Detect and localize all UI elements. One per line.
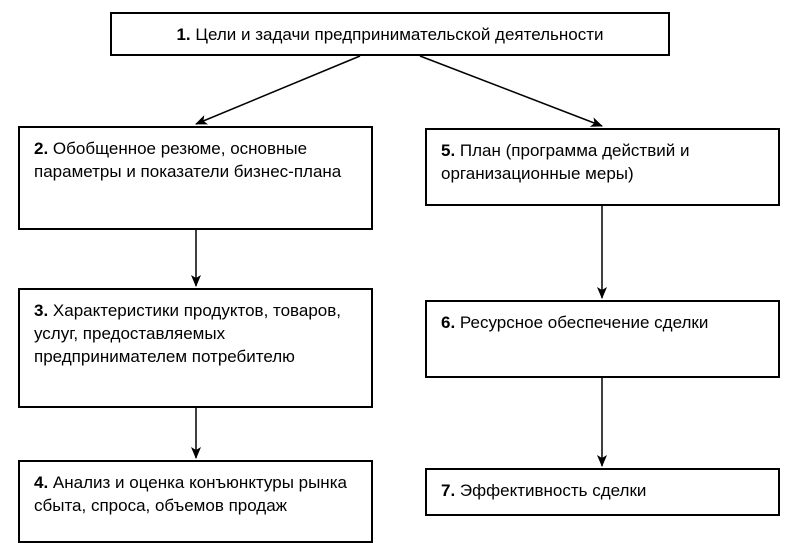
flowchart-node-2: 2. Обобщенное резюме, основные параметры…: [18, 126, 373, 230]
node-number: 4.: [34, 473, 48, 492]
node-number: 6.: [441, 313, 455, 332]
flowchart-node-6: 6. Ресурсное обеспечение сделки: [425, 300, 780, 378]
node-number: 5.: [441, 141, 455, 160]
node-label: Ресурсное обеспечение сделки: [460, 313, 708, 332]
flowchart-node-3: 3. Характеристики продуктов, товаров, ус…: [18, 288, 373, 408]
edge-1-5: [420, 56, 602, 126]
node-number: 1.: [176, 25, 190, 44]
flowchart-node-1: 1. Цели и задачи предпринимательской дея…: [110, 12, 670, 56]
node-label: План (программа действий и организационн…: [441, 141, 689, 183]
node-number: 2.: [34, 139, 48, 158]
node-number: 3.: [34, 301, 48, 320]
flowchart-node-4: 4. Анализ и оценка конъюнк­туры рынка сб…: [18, 460, 373, 543]
node-label: Эффективность сделки: [460, 481, 646, 500]
node-number: 7.: [441, 481, 455, 500]
node-label: Анализ и оценка конъюнк­туры рынка сбыта…: [34, 473, 347, 515]
node-label: Характеристики продуктов, товаров, услуг…: [34, 301, 341, 366]
node-label: Обобщенное резюме, основные параметры и …: [34, 139, 341, 181]
node-label: Цели и задачи предпринимательской деятел…: [195, 25, 603, 44]
flowchart-node-7: 7. Эффективность сделки: [425, 468, 780, 516]
flowchart-node-5: 5. План (программа действий и организаци…: [425, 128, 780, 206]
edge-1-2: [196, 56, 360, 124]
